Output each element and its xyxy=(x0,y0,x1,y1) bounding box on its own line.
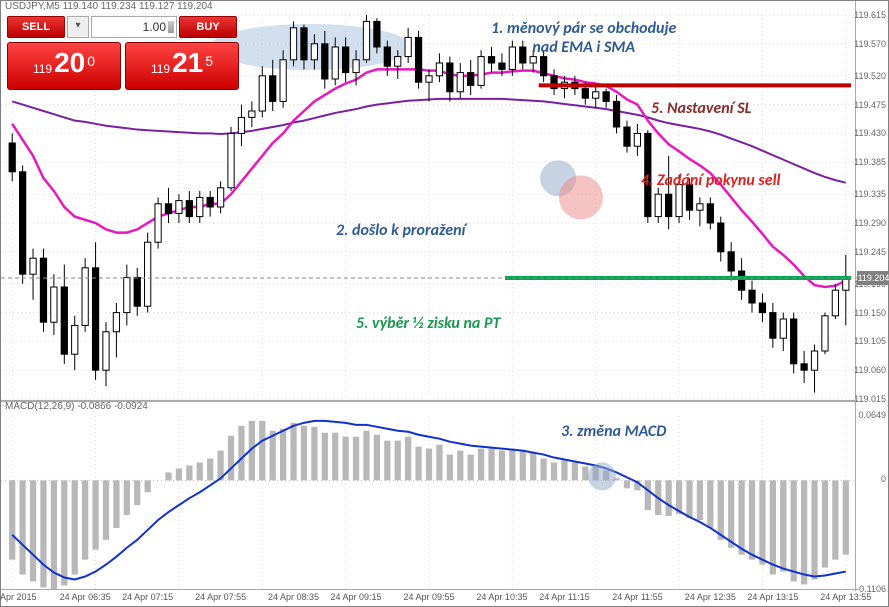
volume-input[interactable]: 1.00 xyxy=(91,16,177,38)
price-y-axis: 119.015119.060119.105119.150119.195119.2… xyxy=(855,1,888,401)
x-tick: 24 Apr 13:15 xyxy=(747,592,798,602)
price-tick: 119.245 xyxy=(854,247,886,257)
annotation-5pt: 5. výběr ½ zisku na PT xyxy=(356,314,500,333)
annotation-1: 1. měnový pár se obchoduje nad EMA i SMA xyxy=(491,19,676,57)
price-tick: 119.520 xyxy=(854,71,886,81)
macd-tick: 0.0649 xyxy=(858,410,886,420)
macd-tick: 0 xyxy=(881,474,886,484)
price-tick: 119.475 xyxy=(854,100,886,110)
x-axis: 24 Apr 2015 24 Apr 06:35 24 Apr 07:15 24 Ap… xyxy=(1,589,857,606)
annotation-5sl: 5. Nastavení SL xyxy=(651,99,751,118)
annotation-4: 4. Zadání pokynu sell xyxy=(641,171,780,190)
x-tick: 24 Apr 09:15 xyxy=(331,592,382,602)
chart-container: USDJPY,M5 119.140 119.234 119.127 119.20… xyxy=(0,0,889,607)
buy-button[interactable]: BUY xyxy=(179,16,237,38)
macd-header: MACD(12,26,9) -0.0866 -0.0924 xyxy=(1,401,148,414)
x-tick: 24 Apr 11:15 xyxy=(539,592,589,602)
macd-y-axis: 0.06490-0.1106 xyxy=(855,401,888,591)
macd-chart-svg xyxy=(1,402,857,592)
x-tick: 24 Apr 06:35 xyxy=(60,592,111,602)
x-tick: 24 Apr 07:55 xyxy=(195,592,246,602)
price-tick: 119.615 xyxy=(854,10,886,20)
price-tick: 119.150 xyxy=(854,308,886,318)
x-tick: 24 Apr 08:35 xyxy=(268,592,319,602)
annotation-3: 3. změna MACD xyxy=(561,422,666,441)
trade-widget: SELL ▾ 1.00 BUY 119 20 0 119 21 5 xyxy=(7,16,239,92)
symbol-header: USDJPY,M5 119.140 119.234 119.127 119.20… xyxy=(1,1,213,15)
x-tick: 24 Apr 10:35 xyxy=(476,592,527,602)
price-tick: 119.060 xyxy=(854,365,886,375)
price-tick: 119.570 xyxy=(854,39,886,49)
bid-price[interactable]: 119 20 0 xyxy=(7,42,121,90)
price-tick: 119.430 xyxy=(854,128,886,138)
price-tick: 119.335 xyxy=(854,189,886,199)
x-tick: 24 Apr 11:55 xyxy=(612,592,662,602)
x-tick: 24 Apr 07:15 xyxy=(122,592,173,602)
sell-button[interactable]: SELL xyxy=(7,16,65,38)
macd-panel: 3. změna MACD xyxy=(1,401,857,591)
price-tick: 119.290 xyxy=(854,218,886,228)
current-price-tag: 119.204 xyxy=(857,271,889,285)
price-tick: 119.385 xyxy=(854,157,886,167)
pair-dropdown[interactable]: ▾ xyxy=(67,16,89,38)
x-tick: 24 Apr 13:55 xyxy=(820,592,871,602)
x-tick: 24 Apr 09:55 xyxy=(403,592,454,602)
price-tick: 119.105 xyxy=(854,336,886,346)
x-tick: 24 Apr 2015 xyxy=(0,592,36,602)
ask-price[interactable]: 119 21 5 xyxy=(125,42,239,90)
x-tick: 24 Apr 12:35 xyxy=(685,592,736,602)
annotation-2: 2. došlo k proražení xyxy=(336,221,465,240)
